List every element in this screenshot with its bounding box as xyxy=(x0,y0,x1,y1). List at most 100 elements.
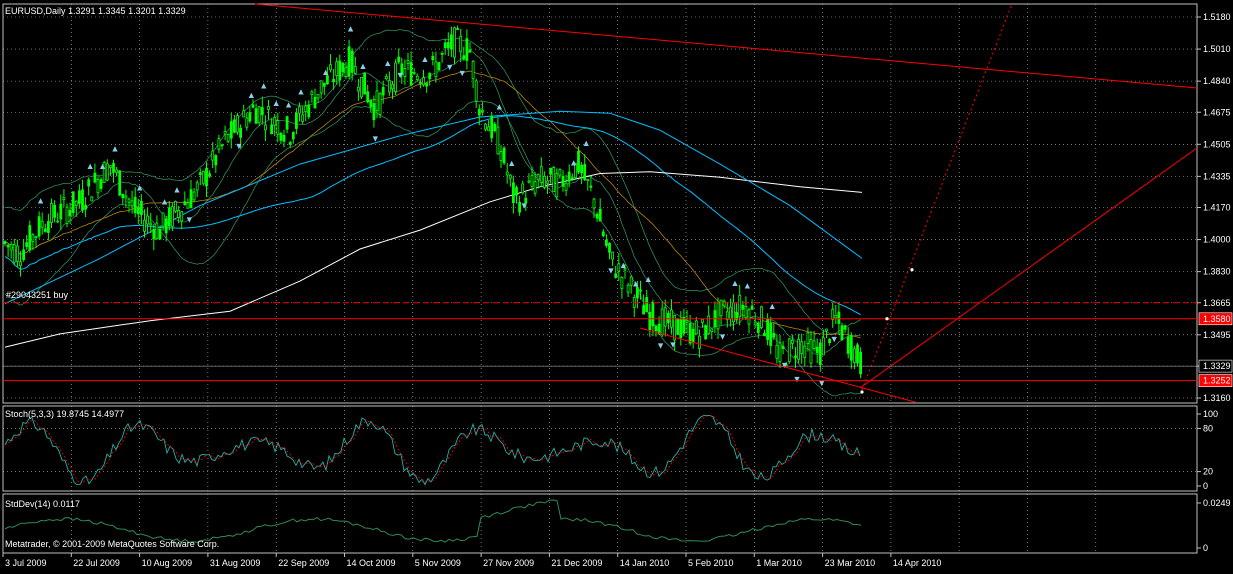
candle-body xyxy=(477,108,481,116)
candle-body xyxy=(443,42,447,49)
candle-body xyxy=(518,201,521,213)
fractal-up-icon: ▲ xyxy=(644,274,653,284)
candle-body xyxy=(3,241,7,245)
candle-body xyxy=(651,301,655,327)
lower-trendline[interactable] xyxy=(639,327,916,403)
price-tick-label: 1.4335 xyxy=(1203,171,1231,181)
upper-trendline[interactable] xyxy=(254,3,1198,89)
candle-body xyxy=(484,123,487,130)
candle-body xyxy=(558,168,562,176)
bollinger-upper xyxy=(4,29,861,335)
price-tick-label: 1.3665 xyxy=(1203,298,1231,308)
candle-body xyxy=(527,180,531,183)
candle-body xyxy=(22,249,26,260)
fractal-up-icon: ▲ xyxy=(768,301,777,311)
candle-body xyxy=(611,251,614,260)
candle-body xyxy=(707,315,711,334)
candle-body xyxy=(750,305,754,310)
candle-body xyxy=(614,273,618,278)
candle-body xyxy=(453,27,456,58)
candle-body xyxy=(859,351,862,375)
candle-body xyxy=(828,339,831,344)
candle-body xyxy=(487,126,491,132)
candle-body xyxy=(378,93,382,115)
stoch-signal-line xyxy=(4,415,861,485)
candle-body xyxy=(403,68,407,78)
candle-body xyxy=(93,172,97,183)
candle-body xyxy=(555,173,559,198)
candle-body xyxy=(533,181,537,194)
candle-body xyxy=(53,204,56,218)
candle-body xyxy=(294,112,298,129)
candle-body xyxy=(837,311,841,324)
candle-body xyxy=(543,175,546,188)
candle-body xyxy=(471,61,475,80)
candle-body xyxy=(285,116,289,130)
candle-body xyxy=(462,55,466,60)
time-tick-label: 3 Jul 2009 xyxy=(5,558,47,568)
candle-body xyxy=(691,328,695,343)
candle-body xyxy=(570,177,574,180)
candle-body xyxy=(781,346,785,349)
candle-body xyxy=(177,210,181,218)
candle-body xyxy=(747,309,751,325)
stddev-panel[interactable] xyxy=(2,493,1198,554)
fractal-up-icon: ▲ xyxy=(86,161,95,171)
main-price-panel[interactable] xyxy=(2,3,1198,404)
fractal-down-icon: ▼ xyxy=(817,378,826,388)
candle-body xyxy=(496,126,500,155)
candle-body xyxy=(229,121,233,139)
price-axis: 1.5180 1.5010 1.4840 1.4675 1.4505 1.4335 1.41… xyxy=(1197,12,1233,553)
fractal-up-icon: ▲ xyxy=(160,197,169,207)
candle-body xyxy=(474,80,478,102)
candle-body xyxy=(298,106,301,114)
trendline-overlays[interactable] xyxy=(3,3,1198,403)
candle-body xyxy=(288,142,292,145)
candle-body xyxy=(397,56,401,63)
candle-body xyxy=(605,239,608,246)
candle-body xyxy=(422,77,425,86)
candle-body xyxy=(43,228,47,232)
candle-body xyxy=(772,332,776,338)
candle-body xyxy=(738,294,742,318)
candle-body xyxy=(267,106,270,110)
candle-body xyxy=(577,150,580,173)
stoch-tick-label: 100 xyxy=(1203,409,1218,419)
candle-body xyxy=(112,163,115,173)
candle-body xyxy=(353,65,357,74)
fractal-down-icon: ▼ xyxy=(445,62,454,72)
projection-line[interactable] xyxy=(861,3,1013,391)
fractal-up-icon: ▲ xyxy=(135,183,144,193)
fractal-down-icon: ▼ xyxy=(458,68,467,78)
projection-point xyxy=(885,317,889,321)
candle-body xyxy=(567,171,571,182)
stochastic-panel[interactable] xyxy=(2,405,1198,492)
candle-body xyxy=(19,261,22,267)
candle-body xyxy=(437,62,441,71)
candle-body xyxy=(28,225,32,251)
candle-body xyxy=(270,124,274,135)
time-tick-label: 14 Apr 2010 xyxy=(893,558,942,568)
rising-channel-line[interactable] xyxy=(859,147,1198,389)
candle-body xyxy=(639,289,642,292)
price-tag-label: 1.3580 xyxy=(1203,314,1231,324)
candle-body xyxy=(105,163,109,181)
candle-body xyxy=(356,86,360,92)
candle-body xyxy=(701,318,704,323)
candle-body xyxy=(505,171,509,176)
ma-blue-long xyxy=(4,110,863,305)
candle-body xyxy=(856,344,859,364)
fractal-down-icon: ▼ xyxy=(396,70,405,80)
order-label[interactable]: #29043251 buy xyxy=(6,290,69,300)
candle-body xyxy=(152,229,156,240)
price-tick-label: 1.3160 xyxy=(1203,393,1231,403)
candle-body xyxy=(87,179,91,187)
time-tick-label: 14 Jan 2010 xyxy=(620,558,670,568)
fractal-down-icon: ▼ xyxy=(185,215,194,225)
candle-body xyxy=(248,112,252,122)
candle-body xyxy=(654,325,658,332)
candle-body xyxy=(124,195,128,199)
candle-body xyxy=(115,169,118,173)
